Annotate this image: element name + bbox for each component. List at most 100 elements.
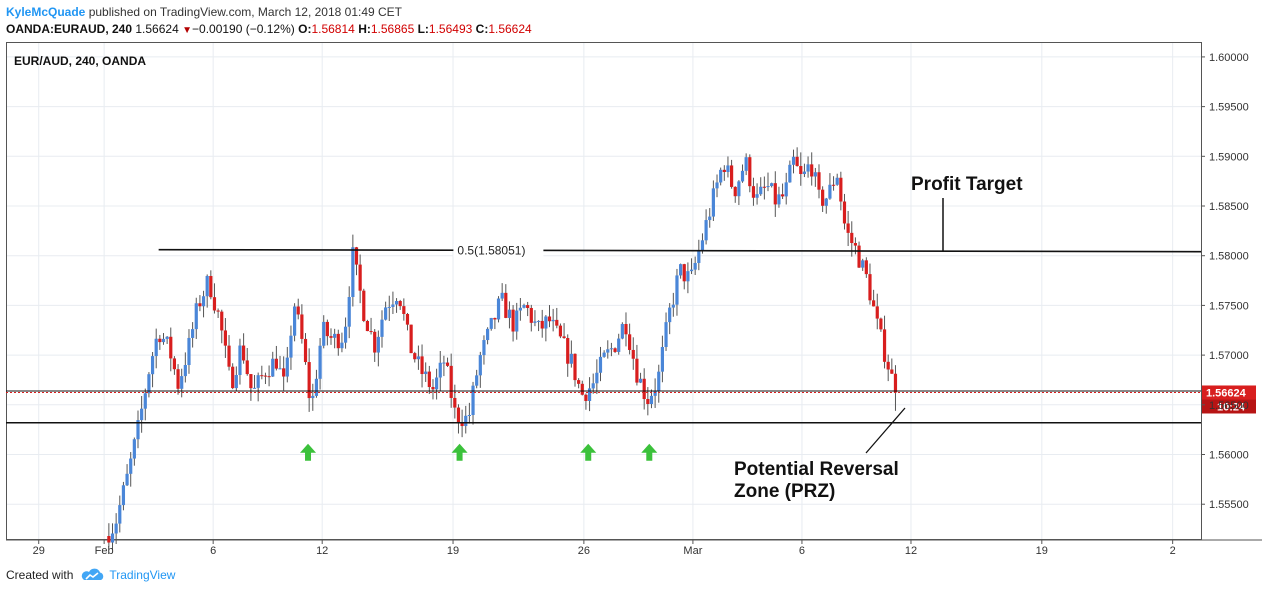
candle-body[interactable]	[766, 186, 770, 188]
candle-body[interactable]	[114, 523, 118, 534]
candle-body[interactable]	[828, 184, 832, 199]
candle-body[interactable]	[518, 307, 522, 311]
candle-body[interactable]	[522, 305, 526, 308]
candle-body[interactable]	[711, 188, 715, 217]
candle-body[interactable]	[387, 306, 391, 308]
candle-body[interactable]	[846, 223, 850, 233]
candle-body[interactable]	[118, 505, 122, 524]
candle-body[interactable]	[602, 352, 606, 357]
candle-body[interactable]	[635, 358, 639, 383]
candle-body[interactable]	[493, 317, 497, 320]
candle-body[interactable]	[536, 320, 541, 322]
candle-body[interactable]	[260, 375, 264, 377]
candle-body[interactable]	[402, 306, 406, 314]
candle-body[interactable]	[496, 298, 501, 320]
candle-body[interactable]	[453, 397, 457, 408]
candle-body[interactable]	[212, 297, 217, 311]
candle-body[interactable]	[591, 383, 595, 389]
candle-body[interactable]	[143, 393, 147, 409]
candle-body[interactable]	[693, 262, 697, 270]
candle-body[interactable]	[642, 378, 646, 400]
candle-body[interactable]	[445, 362, 450, 366]
candle-body[interactable]	[595, 372, 599, 384]
candle-body[interactable]	[551, 319, 555, 322]
candle-body[interactable]	[245, 360, 249, 375]
candle-body[interactable]	[234, 374, 238, 389]
candle-body[interactable]	[307, 362, 311, 399]
candle-body[interactable]	[697, 250, 701, 263]
candle-body[interactable]	[413, 353, 417, 360]
candle-body[interactable]	[231, 366, 235, 389]
candle-body[interactable]	[569, 353, 573, 364]
candle-body[interactable]	[584, 394, 588, 401]
candle-body[interactable]	[802, 171, 807, 175]
candle-body[interactable]	[653, 390, 657, 396]
candle-body[interactable]	[544, 316, 548, 329]
candle-body[interactable]	[893, 373, 898, 393]
tradingview-cloud-icon[interactable]	[81, 568, 105, 582]
candle-body[interactable]	[795, 156, 799, 167]
candle-body[interactable]	[504, 292, 508, 318]
candle-body[interactable]	[777, 194, 781, 205]
candle-body[interactable]	[409, 324, 413, 354]
candle-body[interactable]	[252, 387, 257, 389]
candle-body[interactable]	[442, 362, 446, 364]
candle-body[interactable]	[664, 322, 668, 347]
candle-body[interactable]	[675, 275, 679, 305]
candle-body[interactable]	[435, 377, 439, 390]
candle-body[interactable]	[861, 260, 865, 268]
candle-body[interactable]	[864, 260, 868, 275]
candle-body[interactable]	[526, 305, 530, 308]
candle-body[interactable]	[507, 309, 512, 318]
candle-body[interactable]	[737, 181, 741, 197]
candle-body[interactable]	[140, 408, 144, 421]
candle-body[interactable]	[391, 304, 395, 307]
candle-body[interactable]	[824, 198, 828, 206]
candle-body[interactable]	[187, 337, 191, 365]
candle-body[interactable]	[198, 303, 202, 307]
candle-body[interactable]	[671, 304, 675, 308]
candle-body[interactable]	[890, 369, 894, 374]
candle-body[interactable]	[460, 422, 464, 427]
candle-body[interactable]	[842, 201, 847, 224]
candle-body[interactable]	[799, 166, 803, 175]
candle-body[interactable]	[751, 186, 756, 198]
candle-body[interactable]	[788, 164, 792, 183]
candle-body[interactable]	[657, 371, 661, 391]
candle-body[interactable]	[773, 183, 777, 205]
candle-body[interactable]	[220, 311, 224, 331]
candle-body[interactable]	[533, 321, 537, 323]
candle-body[interactable]	[176, 369, 180, 389]
candle-body[interactable]	[263, 375, 268, 377]
candle-body[interactable]	[780, 194, 785, 197]
candle-body[interactable]	[303, 338, 308, 363]
candle-body[interactable]	[784, 182, 788, 197]
candle-body[interactable]	[154, 338, 158, 357]
candle-body[interactable]	[806, 164, 810, 172]
candle-body[interactable]	[817, 172, 821, 190]
candle-body[interactable]	[285, 357, 289, 377]
candle-body[interactable]	[624, 324, 628, 335]
candle-body[interactable]	[762, 186, 766, 188]
candle-body[interactable]	[107, 536, 111, 543]
candle-body[interactable]	[150, 356, 155, 375]
candle-body[interactable]	[715, 182, 719, 189]
candle-body[interactable]	[668, 307, 672, 323]
candle-body[interactable]	[879, 318, 883, 330]
candle-body[interactable]	[373, 331, 377, 353]
candle-body[interactable]	[631, 349, 635, 359]
candle-body[interactable]	[325, 321, 329, 337]
candle-body[interactable]	[274, 358, 278, 369]
candle-body[interactable]	[358, 264, 362, 291]
candle-body[interactable]	[649, 395, 654, 405]
candle-body[interactable]	[467, 415, 471, 417]
candle-body[interactable]	[529, 307, 533, 323]
candle-body[interactable]	[609, 348, 614, 350]
candle-body[interactable]	[689, 269, 694, 272]
candle-body[interactable]	[333, 333, 337, 338]
candle-body[interactable]	[515, 310, 519, 332]
candle-body[interactable]	[740, 170, 745, 182]
candle-body[interactable]	[850, 232, 854, 244]
candle-body[interactable]	[471, 385, 475, 416]
candle-body[interactable]	[810, 164, 814, 177]
